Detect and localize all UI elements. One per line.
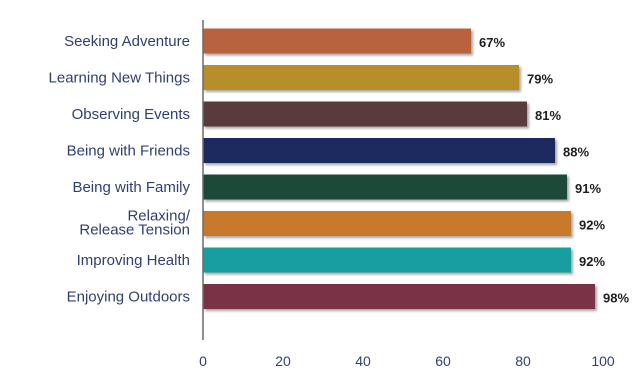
value-label: 92% <box>579 254 605 269</box>
bar-3 <box>203 101 527 127</box>
value-label: 67% <box>479 35 505 50</box>
value-label: 92% <box>579 218 605 233</box>
x-tick-label: 60 <box>435 353 451 369</box>
x-tick-label: 100 <box>591 353 615 369</box>
category-label: Being with Family <box>72 179 190 196</box>
x-tick-label: 80 <box>515 353 531 369</box>
x-axis-ticks: 0 20 40 60 80 100 <box>199 353 615 369</box>
bar-1 <box>203 28 471 54</box>
value-label: 98% <box>603 291 629 306</box>
bar-8 <box>203 284 595 309</box>
bar-5 <box>203 174 567 200</box>
value-label: 88% <box>563 145 589 160</box>
bars-group <box>203 28 595 309</box>
value-label: 91% <box>575 181 601 196</box>
category-label: Learning New Things <box>49 70 190 87</box>
category-label: Seeking Adventure <box>64 33 190 50</box>
category-label: Enjoying Outdoors <box>67 289 190 306</box>
x-tick-label: 40 <box>355 353 371 369</box>
category-label: Being with Friends <box>67 143 190 160</box>
category-label: Improving Health <box>77 252 190 269</box>
bar-4 <box>203 138 555 163</box>
bar-6 <box>203 211 571 236</box>
x-tick-label: 0 <box>199 353 207 369</box>
value-labels: 67% 79% 81% 88% 91% 92% 92% 98% <box>479 35 629 306</box>
bar-2 <box>203 65 519 90</box>
x-tick-label: 20 <box>275 353 291 369</box>
value-label: 79% <box>527 72 553 87</box>
category-label: Relaxing/Release Tension <box>79 208 190 239</box>
category-labels: Seeking Adventure Learning New Things Obse… <box>49 33 191 306</box>
category-label: Observing Events <box>72 106 190 123</box>
bar-7 <box>203 247 571 273</box>
value-label: 81% <box>535 108 561 123</box>
